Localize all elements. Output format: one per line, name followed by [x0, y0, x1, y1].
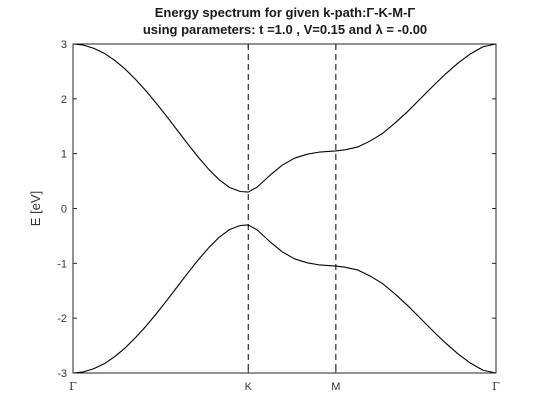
y-tick-label: 1	[61, 149, 67, 161]
band-series-0	[72, 43, 497, 193]
y-tick-label: -2	[57, 313, 67, 325]
y-tick-label: -1	[57, 258, 67, 270]
plot-area	[72, 43, 497, 374]
y-tick-label: 0	[61, 204, 67, 216]
y-tick-label: -3	[57, 368, 67, 380]
y-axis-label: E [eV]	[28, 191, 43, 226]
x-tick-label: K	[245, 381, 253, 393]
band-lines	[72, 43, 497, 374]
band-series-1	[72, 224, 497, 374]
x-tick-label: Γ	[492, 380, 500, 393]
chart-title-line1: Energy spectrum for given k-path:Γ-K-M-Γ	[155, 5, 416, 20]
y-tick-label: 3	[61, 39, 67, 51]
chart-title-line2: using parameters: t =1.0 , V=0.15 and λ …	[143, 22, 427, 37]
k-point-dividers	[247, 44, 337, 373]
x-tick-label: Γ	[69, 380, 77, 393]
x-tick-label: M	[331, 381, 340, 393]
y-axis-ticks: -3 -2 -1 0 1 2 3	[57, 39, 496, 380]
y-tick-label: 2	[61, 94, 67, 106]
